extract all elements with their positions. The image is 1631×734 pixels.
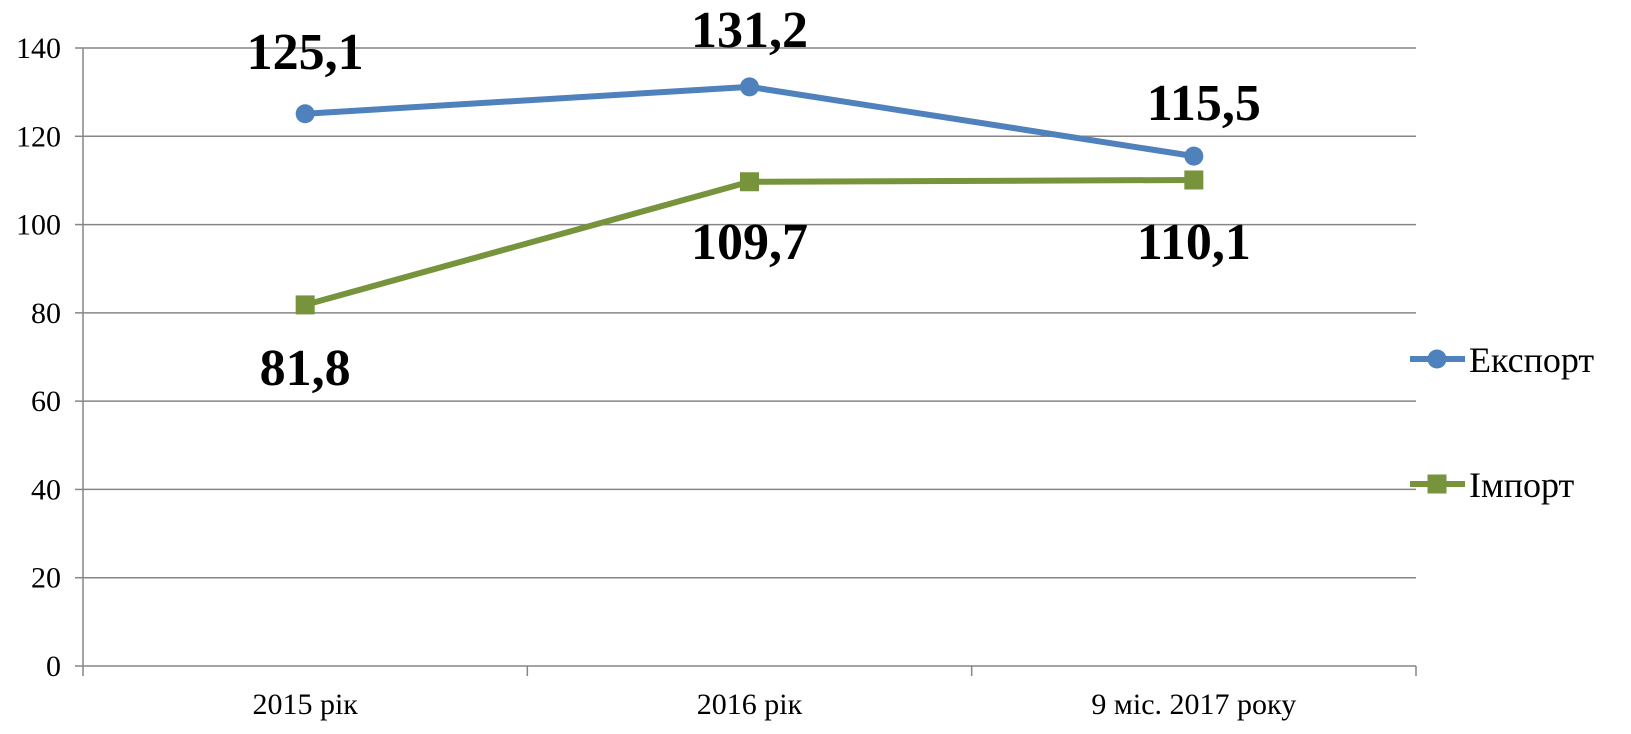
axes: [75, 47, 1417, 676]
series-line-0: [302, 83, 1197, 160]
series-layer: [295, 77, 1204, 315]
x-tick-label: 2016 рік: [697, 688, 803, 721]
data-label: 81,8: [260, 340, 351, 397]
y-tick-label: 20: [31, 562, 61, 595]
data-label: 131,2: [691, 2, 808, 59]
data-point: [1184, 146, 1204, 166]
data-labels: 125,1 131,2 115,5 81,8 109,7 110,1: [247, 2, 1261, 397]
x-tick-label: 2015 рік: [252, 688, 358, 721]
y-tick-label: 40: [31, 473, 61, 506]
data-point: [295, 104, 315, 124]
data-point: [740, 172, 759, 192]
legend-marker: [1427, 349, 1447, 369]
y-tick-label: 0: [46, 650, 61, 683]
legend-marker: [1427, 474, 1447, 494]
legend-label: Імпорт: [1469, 465, 1575, 505]
y-tick-labels: 0 20 40 60 80 100 120 140: [16, 32, 61, 683]
y-tick-label: 100: [16, 209, 61, 242]
y-tick-label: 80: [31, 297, 61, 330]
legend-label: Експорт: [1469, 340, 1594, 380]
y-tick-label: 120: [16, 120, 61, 153]
y-tick-label: 60: [31, 385, 61, 418]
x-tick-labels: 2015 рік 2016 рік 9 міс. 2017 року: [252, 688, 1296, 721]
x-tick-label: 9 міс. 2017 року: [1091, 688, 1296, 721]
data-label: 110,1: [1137, 214, 1251, 271]
legend: Експорт Імпорт: [1410, 340, 1594, 505]
data-point: [295, 295, 315, 315]
data-label: 115,5: [1147, 75, 1261, 132]
data-label: 125,1: [247, 24, 364, 81]
data-point: [1184, 170, 1204, 190]
data-point: [740, 77, 759, 97]
y-tick-label: 140: [16, 32, 61, 65]
data-label: 109,7: [691, 214, 808, 271]
